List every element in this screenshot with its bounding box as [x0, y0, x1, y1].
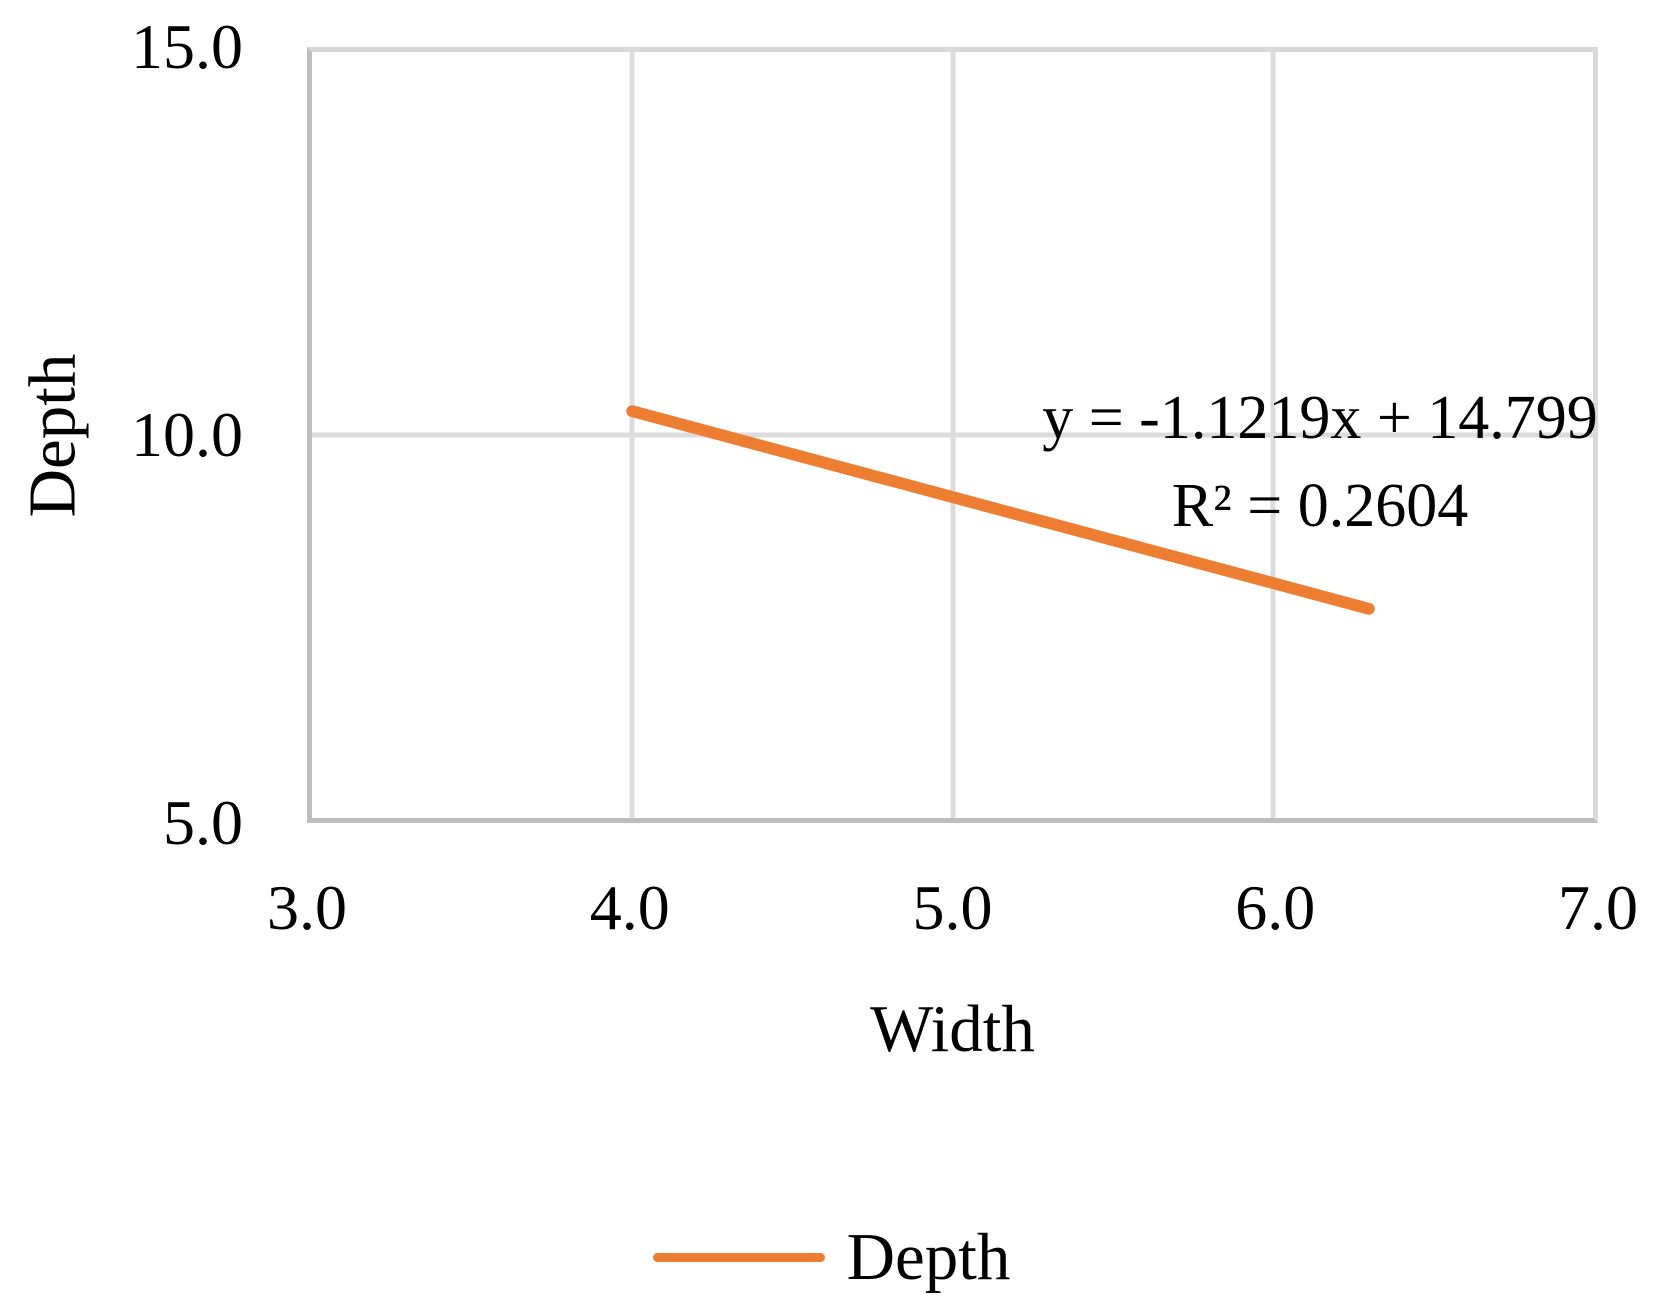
x-tick-label: 7.0 [1558, 872, 1638, 943]
x-tick-label: 4.0 [589, 872, 670, 943]
y-axis-tick-labels: 5.0 10.0 15.0 [0, 15, 243, 855]
plot-area [307, 47, 1598, 823]
x-axis-title: Width [870, 992, 1035, 1066]
trendline-annotation: y = -1.1219x + 14.799 R² = 0.2604 [990, 374, 1650, 550]
legend-label: Depth [846, 1219, 1011, 1294]
r-squared-value: R² = 0.2604 [1171, 472, 1469, 540]
y-tick-label: 5.0 [163, 787, 243, 858]
x-axis-tick-labels: 3.0 4.0 5.0 6.0 7.0 [267, 872, 1638, 946]
trendline-layer [626, 405, 1375, 615]
legend-line-swatch [652, 1252, 825, 1262]
x-tick-label: 6.0 [1235, 872, 1316, 943]
x-tick-label: 5.0 [912, 872, 993, 943]
depth-trendline [626, 405, 1375, 615]
y-tick-label: 15.0 [131, 11, 243, 82]
chart-legend: Depth [0, 1212, 1663, 1302]
x-tick-label: 3.0 [267, 872, 347, 943]
y-tick-label: 10.0 [131, 399, 243, 470]
trendline-equation: y = -1.1219x + 14.799 [1042, 384, 1598, 452]
horizontal-gridline [312, 432, 1593, 438]
